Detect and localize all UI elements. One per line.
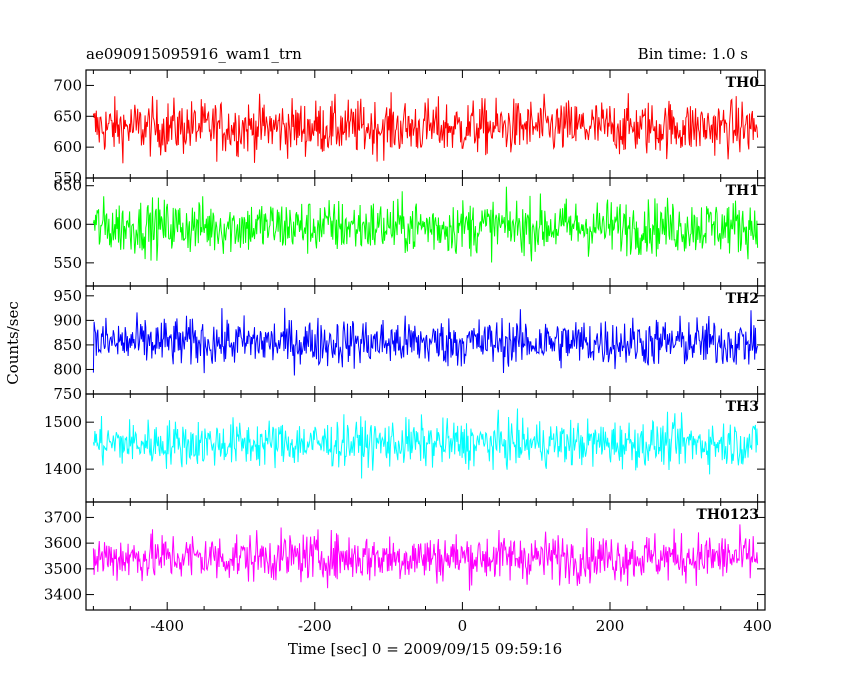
panel-th2: 750 800 850 900 950 TH2: [53, 285, 766, 403]
y-tick-label: 600: [53, 138, 82, 156]
panels-group: 550 600 650 700 TH0 550 600 650 TH1 750 800 850 900 9…: [44, 69, 766, 611]
x-tick-label: 0: [458, 617, 468, 635]
panel-label: TH0123: [696, 507, 759, 523]
y-axis-label: Counts/sec: [4, 301, 22, 385]
x-tick-label: -200: [298, 617, 332, 635]
y-tick-label: 550: [53, 169, 82, 187]
panel-label: TH3: [726, 399, 759, 415]
panel-label: TH1: [726, 183, 759, 199]
panel-label: TH0: [726, 75, 760, 91]
x-axis-label: Time [sec] 0 = 2009/09/15 09:59:16: [288, 640, 562, 658]
series-line-th0123: [92, 524, 759, 591]
y-tick-label: 3600: [44, 534, 82, 552]
y-tick-label: 600: [53, 215, 82, 233]
y-tick-label: 900: [53, 311, 82, 329]
x-tick-label: 400: [743, 617, 772, 635]
panel-th1: 550 600 650 TH1: [53, 177, 766, 287]
y-tick-label: 650: [53, 107, 82, 125]
y-tick-label: 850: [53, 336, 82, 354]
y-tick-label: 800: [53, 360, 82, 378]
panel-th0123: 3400 3500 3600 3700 TH0123: [44, 501, 766, 611]
y-tick-label: 950: [53, 287, 82, 305]
y-tick-label: 650: [53, 177, 82, 195]
y-tick-label: 700: [53, 76, 82, 94]
panel-th3: 1400 1500 TH3: [44, 393, 766, 503]
x-tick-label: 200: [596, 617, 625, 635]
chart-title: ae090915095916_wam1_trn: [86, 45, 302, 63]
y-tick-label: 550: [53, 254, 82, 272]
y-tick-label: 1500: [44, 413, 82, 431]
y-tick-label: 750: [53, 385, 82, 403]
y-tick-label: 1400: [44, 460, 82, 478]
bin-time-label: Bin time: 1.0 s: [638, 45, 748, 63]
series-line-th3: [92, 408, 759, 479]
x-tick-label: -400: [150, 617, 184, 635]
y-tick-label: 3400: [44, 586, 82, 604]
y-tick-label: 3500: [44, 560, 82, 578]
y-tick-label: 3700: [44, 508, 82, 526]
panel-th0: 550 600 650 700 TH0: [53, 69, 766, 187]
panel-label: TH2: [726, 291, 759, 307]
series-line-th2: [92, 307, 759, 376]
series-line-th1: [92, 186, 759, 263]
x-axis-ticks: -400 -200 0 200 400: [150, 617, 772, 635]
series-line-th0: [92, 92, 759, 164]
